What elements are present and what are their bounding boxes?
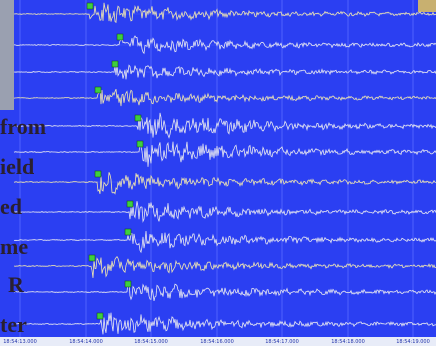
pick-marker xyxy=(127,201,133,207)
time-label: 18:54:13.000 xyxy=(3,339,37,345)
pick-marker xyxy=(87,3,93,9)
photo-edge xyxy=(418,0,436,12)
pick-marker xyxy=(95,171,101,177)
overlay-word: R xyxy=(8,272,25,297)
pick-marker xyxy=(95,87,101,93)
seismogram-screenshot: 18:54:13.000 18:54:14.000 18:54:15.000 18:5… xyxy=(0,0,436,346)
photo-edge xyxy=(0,0,14,110)
pick-marker xyxy=(137,141,143,147)
time-label: 18:54:18.000 xyxy=(331,339,365,345)
pick-marker xyxy=(125,281,131,287)
pick-marker xyxy=(97,313,103,319)
time-label: 18:54:16.000 xyxy=(200,339,234,345)
pick-marker xyxy=(117,34,123,40)
overlay-word: from xyxy=(0,114,46,139)
overlay-word: ield xyxy=(0,154,34,179)
pick-marker xyxy=(112,61,118,67)
pick-marker xyxy=(89,255,95,261)
time-label: 18:54:19.000 xyxy=(396,339,430,345)
overlay-word: ter xyxy=(0,312,27,337)
page: {"overlay_text": ["from", "ield", "ed", … xyxy=(0,0,436,346)
background xyxy=(0,0,436,346)
time-label: 18:54:15.000 xyxy=(134,339,168,345)
pick-marker xyxy=(125,229,131,235)
overlay-word: ed xyxy=(0,194,22,219)
overlay-word: me xyxy=(0,234,28,259)
time-label: 18:54:14.000 xyxy=(69,339,103,345)
time-label: 18:54:17.000 xyxy=(265,339,299,345)
pick-marker xyxy=(135,115,141,121)
